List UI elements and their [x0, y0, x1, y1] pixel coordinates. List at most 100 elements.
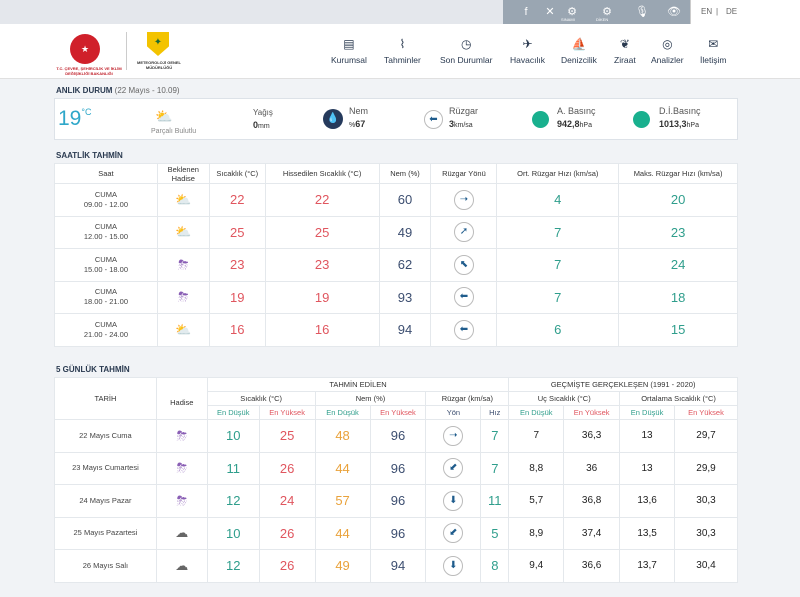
- day-avg-max: 29,9: [674, 451, 738, 485]
- x-icon[interactable]: ✕: [545, 6, 555, 18]
- day-temp-min: 10: [206, 419, 260, 453]
- hour-feels: 25: [264, 215, 380, 249]
- table-row: CUMA 15.00 - 18.00 ⛈ 23 23 62 ⬉ 7 24: [54, 248, 738, 282]
- eye-icon[interactable]: 👁: [667, 6, 681, 18]
- current-card: [54, 98, 738, 140]
- wind-value: 3km/sa: [449, 119, 473, 129]
- nav-item-1[interactable]: ⌇ Tahminler: [384, 36, 421, 65]
- hour-humidity: 93: [378, 280, 432, 314]
- wind-arrow-icon: ⬋: [443, 523, 464, 544]
- nav-item-3[interactable]: ✈ Havacılık: [510, 36, 545, 65]
- hourly-header-0: Saat: [54, 163, 158, 184]
- nav-label: Tahminler: [384, 55, 421, 65]
- cloud-icon: ☁: [155, 516, 208, 550]
- language-switcher: EN | DE: [690, 0, 800, 24]
- day-temp-max: 24: [258, 484, 316, 518]
- day-extreme-min: 7: [508, 419, 565, 453]
- table-row: CUMA 18.00 - 21.00 ⛈ 19 19 93 ⬅ 7 18: [54, 280, 738, 314]
- daily-date-header: TARİH: [54, 377, 157, 420]
- day-avg-max: 29,7: [674, 419, 738, 453]
- day-date: 26 Mayıs Salı: [54, 549, 157, 583]
- mgm-logo-icon[interactable]: ✦: [147, 32, 169, 56]
- hourly-header-7: Maks. Rüzgar Hızı (km/sa): [618, 163, 738, 184]
- wind-label: Rüzgar: [449, 106, 479, 116]
- table-row: 22 Mayıs Cuma ⛈ 10 25 48 96 ➝ 7 7 36,3 13 29,7: [54, 419, 738, 453]
- wind-dir-header: Yön: [425, 405, 482, 420]
- hum-min-header: En Düşük: [314, 405, 371, 420]
- sensor-icon[interactable]: ⚙: [567, 6, 577, 18]
- day-hum-min: 49: [314, 549, 371, 583]
- humidity-label: Nem: [349, 106, 369, 116]
- wind-arrow-icon: ⬉: [453, 254, 474, 275]
- nav-item-5[interactable]: ❦ Ziraat: [614, 36, 636, 65]
- nav-label: Denizcilik: [561, 55, 597, 65]
- sensor-label: SINAMI: [561, 17, 575, 22]
- mail-icon: ✉: [708, 37, 719, 51]
- facebook-icon[interactable]: f: [524, 6, 528, 18]
- lang-de[interactable]: DE: [726, 7, 738, 16]
- day-avg-max: 30,4: [674, 549, 738, 583]
- day-extreme-max: 36,3: [563, 419, 621, 453]
- nav-item-0[interactable]: ▤ Kurumsal: [331, 36, 367, 65]
- cloud-icon: ☁: [155, 549, 208, 583]
- sea-pressure-icon: [633, 111, 650, 128]
- day-extreme-max: 36,8: [563, 484, 621, 518]
- nav-item-6[interactable]: ◎ Analizler: [651, 36, 684, 65]
- thunderstorm-icon: ⛈: [156, 280, 210, 314]
- hour-wind-dir: ➝: [430, 183, 498, 217]
- current-subtitle: (22 Mayıs - 10.09): [114, 86, 180, 95]
- rain-label: Yağış: [253, 108, 273, 117]
- nav-label: Son Durumlar: [440, 55, 493, 65]
- pressure-icon: [532, 111, 549, 128]
- day-temp-min: 11: [206, 451, 260, 485]
- building-icon: ▤: [343, 37, 355, 51]
- hourly-header-3: Hissedilen Sıcaklık (°C): [264, 163, 380, 184]
- daily-table: TARİH TAHMİN EDİLEN GEÇMİŞTE GERÇEKLEŞEN…: [54, 377, 738, 583]
- current-condition: Parçalı Bulutlu: [151, 128, 197, 135]
- daily-wind-header: Rüzgar (km/sa): [425, 391, 510, 406]
- hourly-title: SAATLİK TAHMİN: [56, 151, 123, 160]
- day-wind-dir: ➝: [425, 419, 482, 453]
- hourly-table: Saat Beklenen Hadise Sıcaklık (°C) Hissedil…: [54, 163, 738, 347]
- day-date: 25 Mayıs Pazartesi: [54, 516, 157, 550]
- table-row: CUMA 09.00 - 12.00 ⛅ 22 22 60 ➝ 4 20: [54, 183, 738, 217]
- thunderstorm-icon: ⛈: [156, 248, 210, 282]
- day-temp-max: 25: [258, 419, 316, 453]
- ministry-logo-icon[interactable]: ★: [70, 34, 100, 64]
- clock-icon: ◷: [460, 37, 472, 51]
- lang-en[interactable]: EN: [701, 7, 713, 16]
- hour-wind-dir: ⬉: [430, 248, 498, 282]
- hour-feels: 16: [264, 313, 380, 347]
- microphone-icon[interactable]: 🎙: [635, 6, 649, 18]
- hourly-header-2: Sıcaklık (°C): [208, 163, 266, 184]
- humidity-value: %67: [349, 119, 366, 129]
- hour-range: CUMA 18.00 - 21.00: [54, 280, 158, 314]
- day-wind-speed: 5: [480, 516, 510, 550]
- hour-feels: 19: [264, 280, 380, 314]
- analysis-icon: ◎: [662, 37, 673, 51]
- hour-temp: 25: [208, 215, 266, 249]
- hour-temp: 22: [208, 183, 266, 217]
- chart-icon: ⌇: [399, 37, 406, 51]
- nav-item-4[interactable]: ⛵ Denizcilik: [561, 36, 597, 65]
- wind-arrow-icon: ⬅: [453, 287, 474, 308]
- hum-max-header: En Yüksek: [369, 405, 427, 420]
- avg-temp-header: Ortalama Sıcaklık (°C): [619, 391, 738, 406]
- day-avg-min: 13,6: [619, 484, 676, 518]
- day-temp-min: 12: [206, 549, 260, 583]
- contrast-label: DİKEN: [596, 17, 609, 22]
- nav-label: Kurumsal: [331, 55, 367, 65]
- day-temp-max: 26: [258, 516, 316, 550]
- hour-range: CUMA 15.00 - 18.00: [54, 248, 158, 282]
- day-hum-min: 48: [314, 419, 371, 453]
- nav-item-7[interactable]: ✉ İletişim: [700, 36, 726, 65]
- leaf-icon: ❦: [619, 37, 630, 51]
- day-hum-max: 96: [369, 484, 427, 518]
- day-temp-min: 12: [206, 484, 260, 518]
- hour-wind-dir: ➚: [430, 215, 498, 249]
- contrast-icon[interactable]: ⚙: [602, 6, 612, 18]
- thunderstorm-icon: ⛈: [155, 419, 208, 453]
- hour-humidity: 49: [378, 215, 432, 249]
- day-extreme-max: 36,6: [563, 549, 621, 583]
- nav-item-2[interactable]: ◷ Son Durumlar: [440, 36, 492, 65]
